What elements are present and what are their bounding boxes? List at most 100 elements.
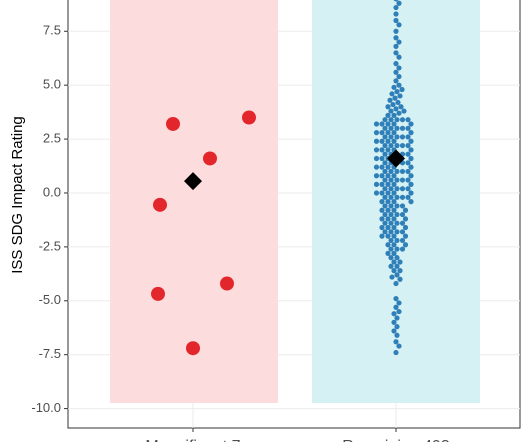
- point: [401, 108, 407, 114]
- point: [186, 341, 200, 356]
- point: [385, 104, 391, 110]
- point: [385, 130, 391, 136]
- point: [405, 160, 411, 166]
- y-tick-label: 0.0: [43, 184, 61, 199]
- summary-diamond: [387, 149, 405, 168]
- point: [393, 106, 399, 112]
- point: [405, 186, 411, 192]
- point: [394, 332, 400, 338]
- point: [385, 138, 391, 144]
- point: [394, 255, 400, 261]
- point: [388, 203, 394, 209]
- point: [396, 343, 402, 349]
- point: [388, 246, 394, 252]
- point: [391, 207, 397, 213]
- point: [385, 173, 391, 179]
- point: [393, 296, 399, 302]
- point: [399, 229, 406, 235]
- point: [166, 116, 180, 131]
- point: [382, 151, 388, 157]
- point: [391, 173, 397, 179]
- point: [388, 237, 394, 244]
- point: [399, 142, 406, 149]
- point: [408, 155, 414, 162]
- point: [379, 173, 385, 179]
- point: [396, 73, 402, 80]
- point: [385, 250, 391, 256]
- point: [408, 181, 414, 187]
- violin-area: [110, 0, 278, 403]
- point: [388, 108, 394, 114]
- point: [388, 168, 394, 175]
- point: [393, 4, 399, 11]
- point: [373, 121, 380, 127]
- point: [382, 117, 388, 123]
- point: [399, 237, 406, 244]
- point: [394, 237, 400, 244]
- point: [382, 220, 388, 226]
- y-axis-title: ISS SDG Impact Rating: [9, 116, 26, 274]
- point: [385, 224, 391, 231]
- point: [396, 0, 402, 6]
- point: [393, 35, 399, 41]
- point: [220, 276, 234, 291]
- y-tick-label: -2.5: [39, 238, 61, 253]
- point: [399, 134, 406, 140]
- point: [388, 177, 394, 183]
- point: [379, 138, 385, 144]
- point: [393, 17, 399, 24]
- point: [203, 151, 217, 166]
- point: [405, 134, 411, 140]
- point: [394, 220, 400, 226]
- point: [379, 199, 385, 205]
- point: [399, 117, 406, 123]
- point: [388, 117, 394, 123]
- point: [394, 324, 400, 330]
- point: [408, 199, 414, 205]
- point: [394, 211, 400, 218]
- point: [382, 160, 388, 166]
- point: [399, 125, 406, 131]
- point: [373, 155, 380, 162]
- point: [399, 246, 406, 252]
- point: [394, 272, 400, 278]
- point: [379, 207, 385, 213]
- point: [396, 82, 402, 88]
- point: [392, 95, 398, 101]
- point: [388, 194, 394, 200]
- point: [379, 121, 385, 127]
- point: [394, 315, 400, 321]
- point: [391, 138, 397, 144]
- point: [405, 142, 411, 149]
- point: [379, 164, 385, 170]
- point: [391, 121, 397, 127]
- point: [402, 242, 409, 248]
- y-tick-label: 7.5: [43, 23, 61, 38]
- point: [408, 138, 414, 144]
- point: [394, 134, 400, 140]
- point: [388, 211, 394, 218]
- point: [396, 54, 402, 60]
- point: [391, 242, 397, 248]
- point: [396, 39, 402, 45]
- x-tick-label: Remaining 493: [342, 438, 450, 442]
- point: [405, 168, 411, 175]
- point: [388, 263, 394, 269]
- point: [151, 286, 165, 301]
- point: [393, 304, 399, 310]
- point: [382, 134, 388, 140]
- point: [405, 177, 411, 183]
- point: [394, 246, 400, 252]
- point: [402, 224, 409, 231]
- point: [395, 99, 401, 106]
- point: [385, 164, 391, 170]
- x-tick-label: Magnificent 7: [145, 438, 240, 442]
- point: [399, 186, 406, 192]
- point: [399, 177, 406, 183]
- point: [373, 181, 380, 187]
- point: [382, 186, 388, 192]
- point: [391, 311, 397, 317]
- point: [153, 197, 167, 212]
- point: [379, 155, 385, 162]
- point: [385, 112, 391, 118]
